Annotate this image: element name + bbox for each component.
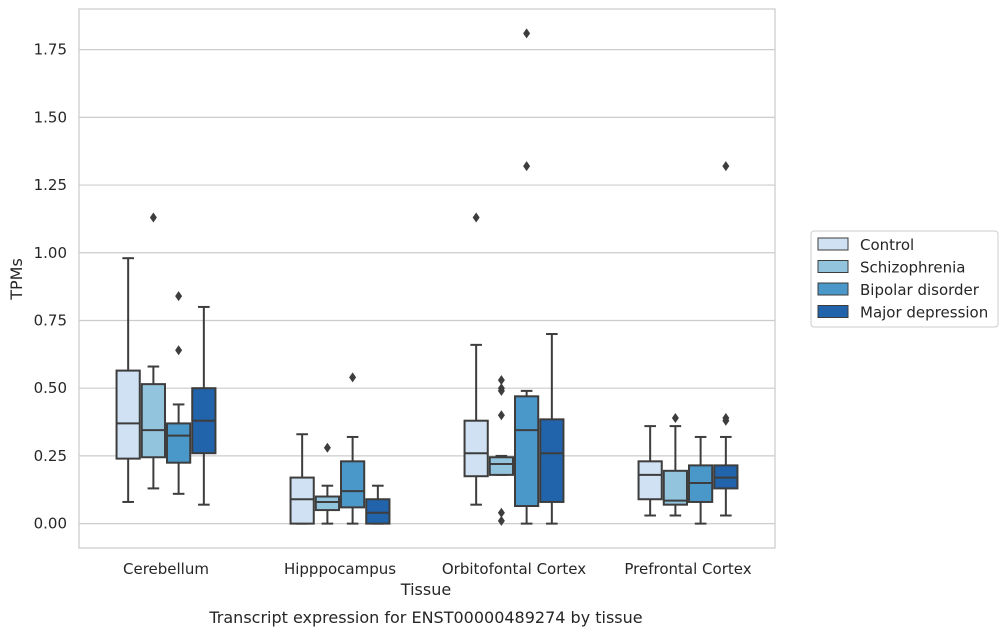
- box-control: [289, 433, 315, 525]
- plot-frame: [78, 8, 776, 549]
- outlier-point: [349, 372, 357, 383]
- y-tick-label: 0.50: [34, 379, 67, 397]
- outlier-point: [671, 412, 679, 423]
- outlier-point: [175, 345, 183, 356]
- box-body: [662, 469, 688, 506]
- box-body: [488, 456, 514, 476]
- y-axis-title: TPMs: [7, 258, 26, 301]
- legend-swatch: [817, 282, 849, 296]
- box-body: [365, 498, 391, 525]
- legend-label: Major depression: [860, 304, 988, 322]
- box-bipolar-disorder: [340, 372, 366, 525]
- legend-swatch: [817, 237, 849, 251]
- boxes-layer: [115, 28, 739, 526]
- outlier-point: [722, 161, 730, 172]
- box-body: [637, 460, 663, 501]
- box-body: [463, 419, 489, 478]
- box-bipolar-disorder: [166, 291, 192, 495]
- outlier-point: [323, 442, 331, 453]
- chart-caption: Transcript expression for ENST0000048927…: [208, 608, 642, 627]
- outlier-point: [175, 291, 183, 302]
- box-body: [140, 383, 166, 459]
- box-body: [314, 495, 340, 512]
- outlier-point: [497, 410, 505, 421]
- x-tick-label: Orbitofontal Cortex: [442, 560, 586, 578]
- legend-swatch: [817, 305, 849, 318]
- box-major-depression: [191, 305, 217, 506]
- x-tick-labels: Cerebellum Hipppocampus Orbitofontal Corte…: [123, 560, 752, 578]
- box-schizophrenia: [314, 442, 340, 525]
- outlier-point: [149, 212, 157, 223]
- y-tick-label: 1.00: [34, 244, 67, 262]
- box-schizophrenia: [488, 375, 514, 526]
- legend-swatch: [817, 260, 849, 273]
- box-bipolar-disorder: [688, 435, 714, 525]
- y-tick-label: 1.25: [34, 176, 67, 194]
- outlier-point: [523, 161, 531, 172]
- y-tick-label: 1.75: [34, 41, 67, 59]
- box-body: [539, 418, 565, 503]
- x-tick-label: Cerebellum: [123, 560, 209, 578]
- box-major-depression: [365, 484, 391, 525]
- box-major-depression: [539, 333, 565, 525]
- outlier-point: [472, 212, 480, 223]
- x-axis-title: Tissue: [400, 580, 451, 599]
- legend: Control Schizophrenia Bipolar disorder Majo…: [810, 230, 999, 328]
- y-tick-label: 0.75: [34, 311, 67, 329]
- box-major-depression: [713, 161, 739, 517]
- box-body: [340, 460, 366, 509]
- outlier-point: [523, 28, 531, 39]
- legend-label: Schizophrenia: [860, 259, 965, 277]
- box-schizophrenia: [662, 412, 688, 517]
- outlier-point: [497, 515, 505, 526]
- outlier-point: [497, 375, 505, 386]
- box-body: [166, 422, 192, 464]
- box-body: [115, 369, 141, 460]
- outlier-point: [497, 507, 505, 518]
- y-tick-label: 1.50: [34, 108, 67, 126]
- box-bipolar-disorder: [514, 28, 540, 525]
- outlier-point: [722, 415, 730, 426]
- x-tick-label: Hipppocampus: [284, 560, 396, 578]
- legend-frame: [810, 230, 999, 328]
- box-control: [637, 425, 663, 517]
- y-tick-labels: 0.00 0.25 0.50 0.75 1.00 1.25 1.50 1.75: [34, 41, 67, 533]
- box-control: [463, 212, 489, 506]
- outlier-point: [497, 385, 505, 396]
- legend-label: Bipolar disorder: [860, 281, 980, 299]
- legend-label: Control: [860, 236, 914, 254]
- box-body: [514, 395, 540, 508]
- box-schizophrenia: [140, 212, 166, 490]
- y-tick-label: 0.25: [34, 447, 67, 465]
- box-body: [289, 476, 315, 525]
- y-tick-label: 0.00: [34, 515, 67, 533]
- box-control: [115, 257, 141, 503]
- x-tick-label: Prefrontal Cortex: [624, 560, 751, 578]
